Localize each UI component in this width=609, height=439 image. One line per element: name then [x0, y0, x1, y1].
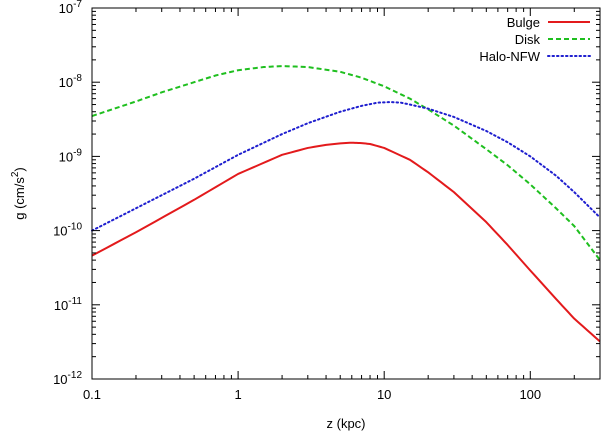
- legend-label-bulge: Bulge: [507, 15, 540, 30]
- y-tick-label: 10-10: [53, 222, 82, 239]
- x-tick-label: 100: [519, 387, 541, 402]
- x-tick-label: 0.1: [83, 387, 101, 402]
- series-line-bulge: [91, 141, 601, 343]
- y-tick-label: 10-8: [59, 73, 83, 90]
- plot-frame: [91, 7, 601, 380]
- x-axis-title: z (kpc): [327, 416, 366, 431]
- series-layer: [91, 65, 601, 343]
- x-tick-label: 10: [377, 387, 391, 402]
- series-line-disk: [91, 65, 601, 261]
- ticks-layer: [91, 7, 601, 380]
- labels-layer: 0.1 1 10 100 10-12 10-11 10-10 10-9 10-8 10-7 z (k…: [10, 0, 541, 431]
- y-tick-label: 10-9: [59, 147, 83, 164]
- y-tick-label: 10-11: [54, 296, 83, 313]
- y-tick-label: 10-7: [59, 0, 83, 16]
- y-axis-title: g (cm/s2): [10, 167, 27, 220]
- legend: Bulge Disk Halo-NFW: [479, 15, 591, 64]
- y-tick-label: 10-12: [53, 370, 82, 387]
- legend-label-disk: Disk: [515, 32, 541, 47]
- legend-label-halo-nfw: Halo-NFW: [479, 49, 540, 64]
- x-tick-label: 1: [234, 387, 241, 402]
- series-line-halo-nfw: [91, 101, 601, 232]
